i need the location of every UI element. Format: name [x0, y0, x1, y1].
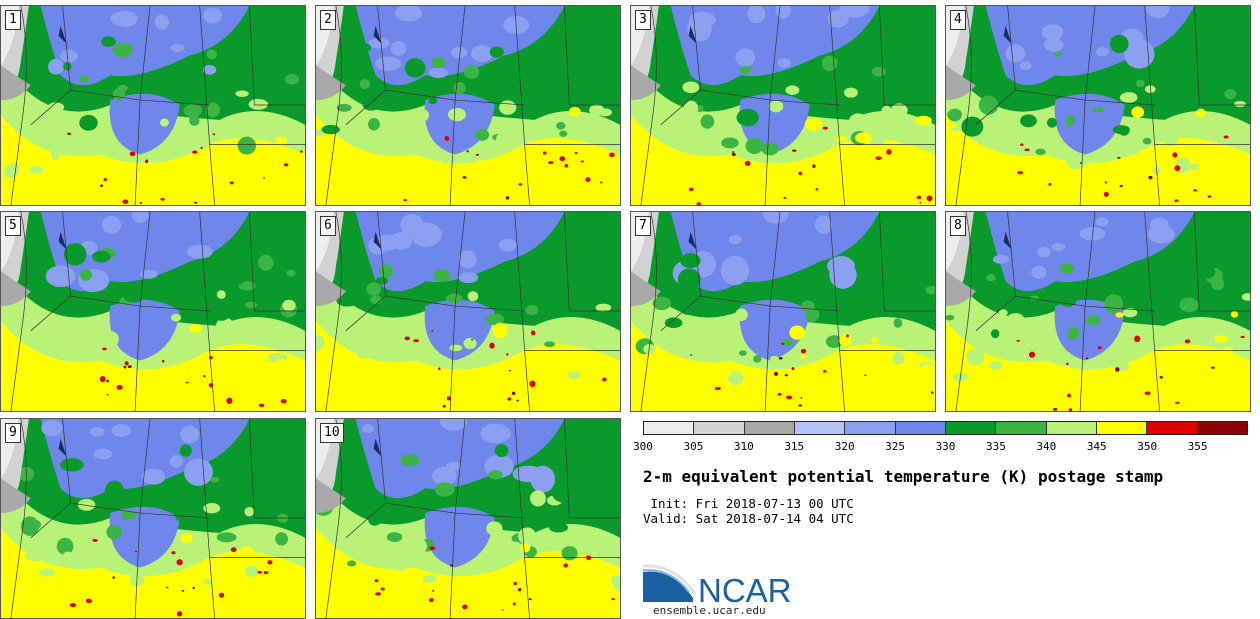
colorbar-segment-10 [1147, 422, 1198, 434]
map-panel-5: 5 [0, 211, 306, 412]
colorbar-tick-label: 320 [834, 440, 855, 453]
map-field [631, 212, 935, 411]
map-panel-2: 2 [315, 5, 621, 206]
colorbar-tick-label: 350 [1137, 440, 1158, 453]
map-field [1, 419, 305, 618]
colorbar-tick-label: 355 [1187, 440, 1208, 453]
colorbar-segment-6 [945, 422, 997, 434]
map-panel-9: 9 [0, 418, 306, 619]
member-number-label: 10 [320, 423, 344, 443]
colorbar-tick-label: 315 [784, 440, 805, 453]
colorbar-segment-1 [694, 422, 745, 434]
map-field [316, 212, 620, 411]
colorbar-tick-label: 300 [633, 440, 653, 453]
colorbar-segment-2 [744, 422, 795, 434]
member-number-label: 9 [5, 423, 21, 443]
map-field [946, 6, 1250, 205]
colorbar-segment-3 [794, 422, 846, 434]
map-panel-4: 4 [945, 5, 1251, 206]
colorbar-segment-4 [845, 422, 896, 434]
colorbar-segment-11 [1197, 422, 1247, 434]
map-field [1, 6, 305, 205]
map-field [1, 212, 305, 411]
map-field [316, 419, 620, 618]
valid-time: Valid: Sat 2018-07-14 04 UTC [643, 511, 854, 526]
colorbar-tick-label: 330 [935, 440, 956, 453]
plot-title: 2-m equivalent potential temperature (K)… [643, 467, 1164, 486]
colorbar-segment-5 [895, 422, 946, 434]
map-panel-3: 3 [630, 5, 936, 206]
map-panel-7: 7 [630, 211, 936, 412]
member-number-label: 8 [950, 216, 966, 236]
map-field [631, 6, 935, 205]
map-field [316, 6, 620, 205]
colorbar-segment-0 [644, 422, 695, 434]
member-number-label: 7 [635, 216, 651, 236]
member-number-label: 6 [320, 216, 336, 236]
colorbar-tick-label: 305 [683, 440, 704, 453]
colorbar [643, 421, 1248, 435]
member-number-label: 1 [5, 10, 21, 30]
colorbar-segment-9 [1096, 422, 1148, 434]
init-time: Init: Fri 2018-07-13 00 UTC [643, 496, 854, 511]
member-number-label: 4 [950, 10, 966, 30]
member-number-label: 3 [635, 10, 651, 30]
colorbar-tick-label: 335 [985, 440, 1006, 453]
map-panel-6: 6 [315, 211, 621, 412]
member-number-label: 5 [5, 216, 21, 236]
map-panel-10: 10 [315, 418, 621, 619]
logo-url: ensemble.ucar.edu [653, 604, 766, 617]
colorbar-tick-label: 325 [885, 440, 906, 453]
ncar-logo: NCAR [643, 564, 792, 606]
colorbar-tick-label: 340 [1036, 440, 1057, 453]
colorbar-tick-label: 345 [1086, 440, 1107, 453]
map-panel-8: 8 [945, 211, 1251, 412]
map-field [946, 212, 1250, 411]
colorbar-segment-7 [996, 422, 1047, 434]
member-number-label: 2 [320, 10, 336, 30]
map-panel-1: 1 [0, 5, 306, 206]
logo-text: NCAR [698, 572, 792, 606]
colorbar-segment-8 [1046, 422, 1097, 434]
colorbar-tick-label: 310 [733, 440, 754, 453]
